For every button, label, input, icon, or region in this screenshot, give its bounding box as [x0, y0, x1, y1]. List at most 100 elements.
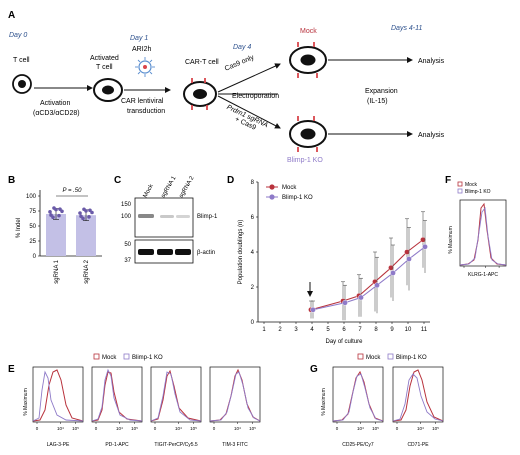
- panelE-legend-ko: Blimp-1 KO: [132, 355, 163, 361]
- flow-xtick-label: 10⁴: [417, 426, 424, 431]
- flow-xtick-label: 10⁴: [57, 426, 64, 431]
- tcell-icon: [12, 74, 32, 94]
- panelB-point: [58, 207, 62, 211]
- panelD-point: [358, 294, 364, 301]
- cas9only-label: Cas9 only: [224, 54, 256, 73]
- panelD-ytick-label: 4: [251, 250, 255, 256]
- panelD-point: [390, 270, 396, 276]
- panelD-point: [342, 299, 348, 306]
- panelB-point: [82, 207, 86, 212]
- panelD-xtick-label: 4: [310, 327, 314, 333]
- activated-tcell-icon: [93, 78, 123, 102]
- legend-ko-box: [387, 353, 394, 360]
- band-label-blimp1: Blimp-1: [197, 214, 218, 220]
- panel-label-d: D: [227, 175, 234, 186]
- panelG-hist-cd25: CD25-PE/Cy7: [332, 366, 384, 448]
- panelD-xtick-label: 1: [262, 327, 266, 333]
- legend-ko-box: [457, 188, 463, 194]
- panelD-ytick-label: 6: [251, 215, 255, 221]
- panelF-ylabel: % Maximum: [448, 226, 454, 254]
- flow-xtick-label: 10⁵: [432, 426, 439, 431]
- lane-sgrna1: sgRNA 1: [161, 175, 178, 199]
- flow-xtick-label: 10⁴: [116, 426, 123, 431]
- flow-xtick-label: 0: [36, 426, 39, 431]
- day1-label: Day 1: [130, 35, 148, 42]
- panelF-legend: Mock Blimp-1 KO: [457, 181, 491, 195]
- panelD-xlabel: Day of culture: [325, 339, 363, 345]
- panelD-point: [406, 256, 412, 262]
- lentivirus-icon: [135, 57, 155, 77]
- panelE-hist-tigit: TIGIT-PerCP/Cy5.5: [150, 366, 202, 448]
- legend-mock-marker: [269, 184, 275, 190]
- panelB-point: [49, 213, 53, 217]
- flow-xtick-label: 10⁴: [175, 426, 182, 431]
- mock-cell-icon: [289, 42, 327, 78]
- activated-tcell-label: T cell: [96, 64, 113, 71]
- panelG-legend: Mock Blimp-1 KO: [357, 353, 427, 361]
- flow-xtick-label: 0: [213, 426, 216, 431]
- panelD-xtick-label: 7: [358, 327, 362, 333]
- marker-100: 100: [121, 214, 132, 220]
- panelD-xtick-label: 3: [294, 327, 298, 333]
- panelE-ylabel: % Maximum: [23, 388, 29, 416]
- flow-xtick-label: 10⁵: [131, 426, 138, 431]
- panelB-point: [88, 208, 92, 213]
- blimp1-band-mock: [138, 214, 154, 218]
- day4-label: Day 4: [233, 44, 251, 51]
- flow-xtick-label: 0: [95, 426, 98, 431]
- panelB-bar: [46, 214, 66, 256]
- flow-xtick-label: 10⁵: [372, 426, 379, 431]
- day0-label: Day 0: [9, 32, 27, 39]
- panelG-hist-cd71: CD71-PE: [392, 366, 444, 448]
- expansion-label: Expansion: [365, 88, 398, 95]
- activation-label: Activation: [40, 100, 70, 107]
- panelD-ytick-label: 2: [251, 285, 255, 291]
- panelB-pvalue: P = .50: [63, 188, 83, 194]
- flow-xtick-label: 10⁵: [249, 426, 256, 431]
- blimp1-band-sgrna2: [176, 215, 190, 218]
- flow-xtick-label: 0: [336, 426, 339, 431]
- panelD-xtick-label: 5: [326, 327, 330, 333]
- panelB-ytick-label: 25: [29, 239, 36, 245]
- panelD-legend: Mock Blimp-1 KO: [266, 184, 313, 201]
- ko-cell-label: Blimp-1 KO: [287, 157, 323, 164]
- actin-band-sgrna2: [175, 249, 191, 255]
- mock-cell-label: Mock: [300, 28, 317, 35]
- panelF-legend-mock: Mock: [465, 182, 477, 188]
- legend-mock-box: [457, 181, 463, 187]
- panelG-ylabel: % Maximum: [321, 388, 327, 416]
- transduction-label: transduction: [127, 108, 165, 115]
- panelD-legend-mock: Mock: [282, 185, 297, 191]
- flow-axis-ticks: 0 10⁴ 10⁵ 0 10⁴ 10⁵ 0 10⁴ 10⁵ 0 10⁴ 10⁵ 0 10⁴ 10⁵ 0 10⁴ 1…: [36, 266, 500, 431]
- panelF-legend-ko: Blimp-1 KO: [465, 189, 491, 195]
- marker-150: 150: [121, 202, 132, 208]
- panelD-ytick-label: 8: [251, 180, 255, 186]
- panelB-chart: 0 25 50 75 100 % Indel P = .50 sgRNA 1 sgRNA …: [16, 188, 102, 284]
- legend-ko-box: [123, 353, 130, 360]
- panelB-ytick-label: 50: [29, 224, 36, 230]
- panelD-ylabel: Population doublings (n): [238, 220, 244, 285]
- panelE-xlabel-tim3: TIM-3 FITC: [222, 442, 248, 448]
- activated-label: Activated: [90, 55, 119, 62]
- marker-37: 37: [124, 258, 131, 264]
- ari2h-label: ARI2h: [132, 46, 152, 53]
- panelB-ytick-label: 75: [29, 209, 36, 215]
- car-lentiviral-label: CAR lentiviral: [121, 98, 164, 105]
- panelD-xtick-label: 10: [405, 327, 412, 333]
- days411-label: Days 4-11: [391, 25, 422, 32]
- lane-sgrna2: sgRNA 2: [179, 175, 196, 199]
- analysis-ko-label: Analysis: [418, 132, 445, 139]
- expansion-il15-label: (IL-15): [367, 98, 388, 105]
- panelD-point: [374, 282, 380, 289]
- panel-label-e: E: [8, 364, 15, 375]
- panelD-xtick-label: 2: [278, 327, 282, 333]
- flow-xtick-label: 10⁵: [72, 426, 79, 431]
- panelD-xtick-label: 11: [421, 327, 428, 333]
- panelB-point: [79, 214, 83, 219]
- panelD-chart: 0 2 4 6 8 1 2 3 4 5 6 7 8 9 10 11 Population doublings …: [238, 180, 430, 345]
- legend-mock-box: [357, 353, 364, 360]
- actin-band-sgrna1: [157, 249, 173, 255]
- panelD-legend-ko: Blimp-1 KO: [282, 195, 313, 201]
- marker-50: 50: [124, 242, 131, 248]
